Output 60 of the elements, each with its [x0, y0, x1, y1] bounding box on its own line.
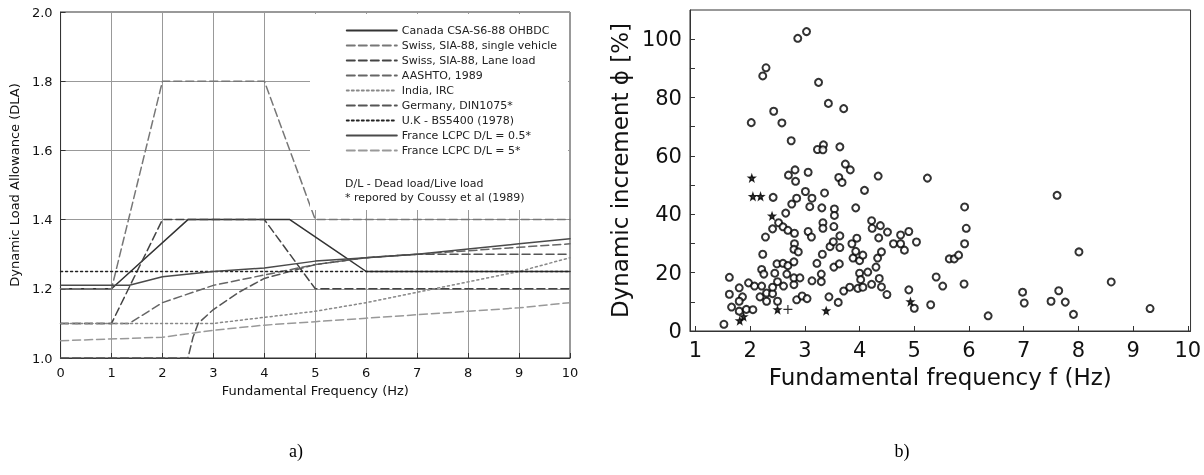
- x-tick-label: 10: [1174, 337, 1202, 362]
- legend-label: U.K - BS5400 (1978): [401, 114, 514, 127]
- y-tick-label: 1.4: [31, 212, 53, 228]
- y-tick-label: 40: [655, 202, 682, 227]
- point: [767, 211, 777, 221]
- y-tick-label: 2.0: [31, 4, 53, 20]
- legend-label: India, IRC: [401, 84, 455, 97]
- y-tick-label: 1.2: [31, 281, 53, 297]
- x-tick-label: 9: [514, 365, 524, 380]
- legend-label: Swiss, SIA-88, Lane load: [401, 54, 536, 67]
- y-tick-label: 1.6: [31, 142, 53, 158]
- point: [756, 192, 765, 201]
- legend-label: AASHTO, 1989: [401, 69, 483, 82]
- x-tick-label: 2: [743, 337, 757, 362]
- y-tick-label: 80: [655, 85, 682, 110]
- y-axis-title: Dynamic increment ϕ [%]: [606, 22, 633, 319]
- x-tick-label: 3: [798, 337, 812, 362]
- x-tick-label: 5: [907, 337, 921, 362]
- legend-label: Swiss, SIA-88, single vehicle: [401, 39, 558, 52]
- x-tick-label: 2: [158, 365, 167, 380]
- x-tick-label: 7: [413, 365, 422, 380]
- y-tick-label: 1.8: [31, 73, 53, 89]
- y-tick-label: 100: [641, 27, 682, 52]
- x-axis-title: Fundamental Frequency (Hz): [221, 383, 409, 398]
- point: [748, 192, 757, 201]
- legend-label: France LCPC D/L = 0.5*: [401, 129, 532, 142]
- point: [747, 173, 756, 183]
- point: [773, 305, 782, 314]
- legend-label: Germany, DIN1075*: [401, 99, 514, 112]
- x-tick-label: 1: [107, 365, 116, 380]
- point: [739, 312, 748, 321]
- x-tick-label: 10: [561, 365, 579, 380]
- x-tick-label: 8: [1071, 337, 1086, 362]
- y-tick-label: 0: [668, 319, 682, 343]
- x-tick-label: 4: [260, 365, 269, 380]
- x-tick-label: 3: [209, 365, 218, 380]
- y-tick-label: 60: [655, 143, 682, 168]
- x-tick-label: 9: [1126, 337, 1140, 362]
- x-tick-label: 5: [311, 365, 320, 380]
- x-tick-label: 1: [688, 337, 703, 362]
- x-axis-title: Fundamental frequency f (Hz): [768, 363, 1112, 390]
- x-tick-label: 6: [962, 337, 976, 362]
- line-series: [59, 256, 571, 325]
- y-tick-label: 20: [655, 260, 682, 285]
- legend-label: France LCPC D/L = 5*: [401, 144, 522, 157]
- annotation: D/L - Dead load/Live load: [345, 177, 484, 190]
- x-tick-label: 0: [56, 365, 65, 380]
- y-axis-title: Dynamic Load Allowance (DLA): [7, 83, 22, 287]
- x-tick-label: 8: [463, 365, 473, 380]
- point: [782, 304, 794, 315]
- annotation: * repored by Coussy et al (1989): [345, 191, 525, 204]
- x-tick-label: 4: [852, 337, 867, 362]
- y-tick-label: 1.0: [31, 350, 53, 366]
- text: a): [289, 441, 303, 462]
- point: [822, 306, 831, 315]
- text: b): [894, 441, 910, 462]
- legend-label: Canada CSA-S6-88 OHBDC: [401, 24, 550, 37]
- x-tick-label: 6: [362, 365, 371, 380]
- point: [906, 297, 915, 306]
- x-tick-label: 7: [1017, 337, 1031, 362]
